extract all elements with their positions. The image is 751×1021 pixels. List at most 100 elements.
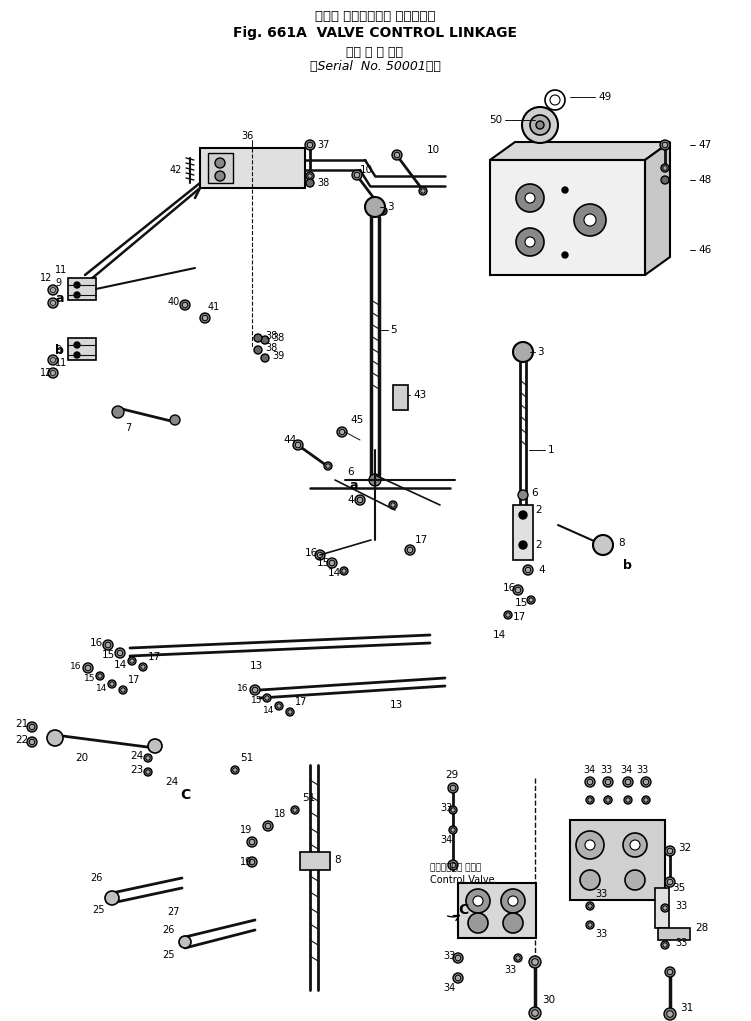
Circle shape [550,95,560,105]
Circle shape [105,891,119,905]
Circle shape [525,193,535,203]
Circle shape [644,797,648,803]
Circle shape [513,585,523,595]
Circle shape [29,724,35,730]
Text: 45: 45 [350,415,363,425]
Text: 3: 3 [537,347,544,357]
Text: 34: 34 [620,765,632,775]
Circle shape [623,833,647,857]
Text: 6: 6 [347,467,354,477]
Circle shape [86,666,91,671]
Circle shape [576,831,604,859]
Text: 2: 2 [535,505,541,515]
Circle shape [27,737,37,747]
Text: 12: 12 [40,368,53,378]
Text: 33: 33 [675,901,687,911]
Circle shape [337,427,347,437]
Circle shape [580,870,600,890]
Circle shape [182,302,188,307]
Text: 33: 33 [600,765,612,775]
Text: Fig. 661A  VALVE CONTROL LINKAGE: Fig. 661A VALVE CONTROL LINKAGE [233,26,517,40]
Bar [300,852,330,870]
Text: 15: 15 [515,598,528,607]
Circle shape [379,207,387,215]
Text: 24: 24 [165,777,178,787]
Circle shape [148,739,162,753]
Text: 19: 19 [240,857,252,867]
Text: 7: 7 [125,423,131,433]
Text: 35: 35 [672,883,685,893]
Text: 47: 47 [698,140,711,150]
Text: 25: 25 [162,950,174,960]
Circle shape [525,568,531,573]
Circle shape [249,839,255,844]
Circle shape [604,796,612,804]
Text: 33: 33 [595,889,608,900]
Circle shape [146,756,150,761]
Text: 33: 33 [675,938,687,949]
Text: 33: 33 [595,929,608,939]
Circle shape [293,440,303,450]
Circle shape [306,179,314,187]
Circle shape [661,176,669,184]
Circle shape [98,674,102,678]
Text: 37: 37 [317,140,330,150]
Circle shape [519,510,527,519]
Circle shape [307,142,312,148]
Text: 1: 1 [548,445,555,455]
Text: 12: 12 [40,273,53,283]
Bar [393,385,408,410]
Circle shape [329,561,335,566]
Text: 8: 8 [618,538,625,548]
Circle shape [200,313,210,323]
Circle shape [527,596,535,604]
Text: 34: 34 [583,765,596,775]
Circle shape [117,650,122,655]
Circle shape [74,342,80,348]
Circle shape [624,796,632,804]
Text: 16: 16 [70,662,82,671]
Circle shape [449,806,457,814]
Circle shape [233,768,237,772]
Text: 14: 14 [114,660,127,670]
Text: 21: 21 [15,719,29,729]
Text: 17: 17 [148,652,161,662]
Text: 15: 15 [102,650,115,660]
Circle shape [295,442,300,448]
Circle shape [451,828,455,832]
Circle shape [112,406,124,418]
Text: 23: 23 [130,765,143,775]
Circle shape [665,877,675,887]
Bar [208,153,233,183]
Circle shape [455,975,461,981]
Text: 19: 19 [240,825,252,835]
Circle shape [663,165,667,171]
Circle shape [354,173,360,178]
Circle shape [516,228,544,256]
Circle shape [516,956,520,960]
Circle shape [263,694,271,702]
Circle shape [661,941,669,949]
Circle shape [105,642,110,647]
Text: 6: 6 [531,488,538,498]
Circle shape [532,1010,538,1016]
Circle shape [605,779,611,785]
Bar [655,888,669,928]
Circle shape [263,821,273,831]
Circle shape [50,288,56,292]
Text: 11: 11 [55,265,68,275]
Circle shape [394,152,400,158]
Text: 5: 5 [390,325,397,335]
Circle shape [585,840,595,850]
Circle shape [215,158,225,168]
Text: 41: 41 [208,302,220,312]
Circle shape [277,703,281,709]
Circle shape [503,913,523,933]
Text: 2: 2 [535,540,541,550]
Text: 10: 10 [360,165,373,175]
Circle shape [603,777,613,787]
Text: 44: 44 [283,435,296,445]
Circle shape [391,502,395,507]
Circle shape [355,495,365,505]
Circle shape [574,204,606,236]
